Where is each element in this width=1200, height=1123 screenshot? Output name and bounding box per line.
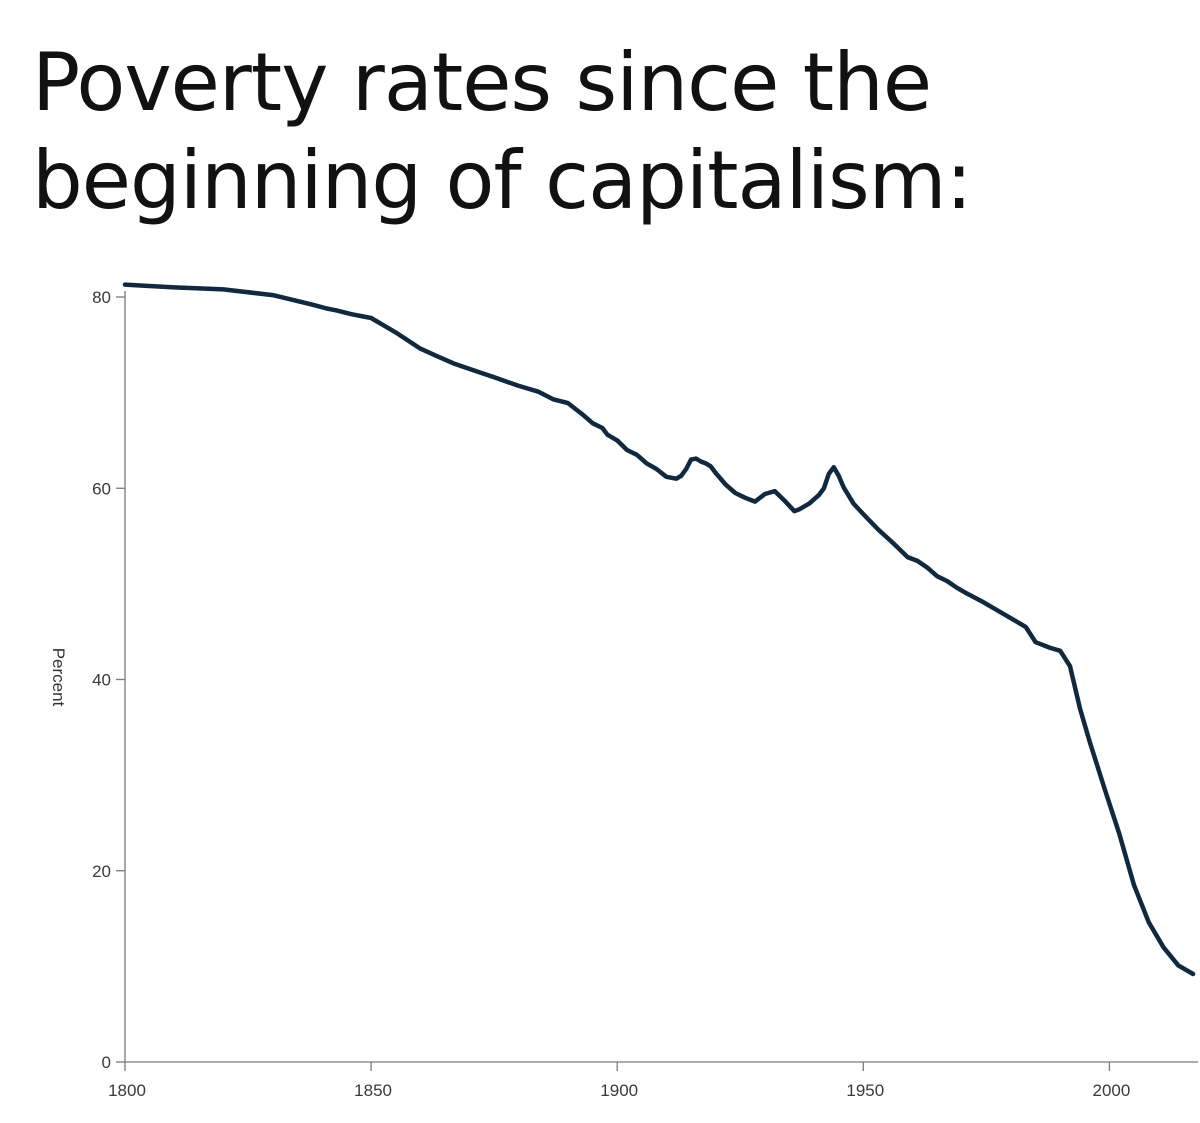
chart-axes: 0 20 40 60 80 1800 1850 1900 1950 2000 bbox=[92, 288, 1198, 1100]
chart-title-line-1: Poverty rates since the bbox=[32, 36, 932, 129]
y-tick-label-60: 60 bbox=[92, 479, 111, 498]
x-tick-label-1800: 1800 bbox=[108, 1081, 146, 1100]
y-tick-label-20: 20 bbox=[92, 862, 111, 881]
chart-title: Poverty rates since the beginning of cap… bbox=[32, 34, 1072, 230]
x-tick-label-1850: 1850 bbox=[354, 1081, 392, 1100]
y-tick-label-0: 0 bbox=[102, 1053, 111, 1072]
x-tick-label-1900: 1900 bbox=[600, 1081, 638, 1100]
series-line-0 bbox=[122, 282, 1196, 977]
chart-title-line-2: beginning of capitalism: bbox=[32, 134, 973, 227]
x-tick-label-2000: 2000 bbox=[1092, 1081, 1130, 1100]
y-tick-label-40: 40 bbox=[92, 671, 111, 690]
y-axis-label: Percent bbox=[49, 648, 68, 707]
y-tick-label-80: 80 bbox=[92, 288, 111, 307]
x-tick-label-1950: 1950 bbox=[846, 1081, 884, 1100]
plot-area bbox=[122, 282, 1196, 977]
